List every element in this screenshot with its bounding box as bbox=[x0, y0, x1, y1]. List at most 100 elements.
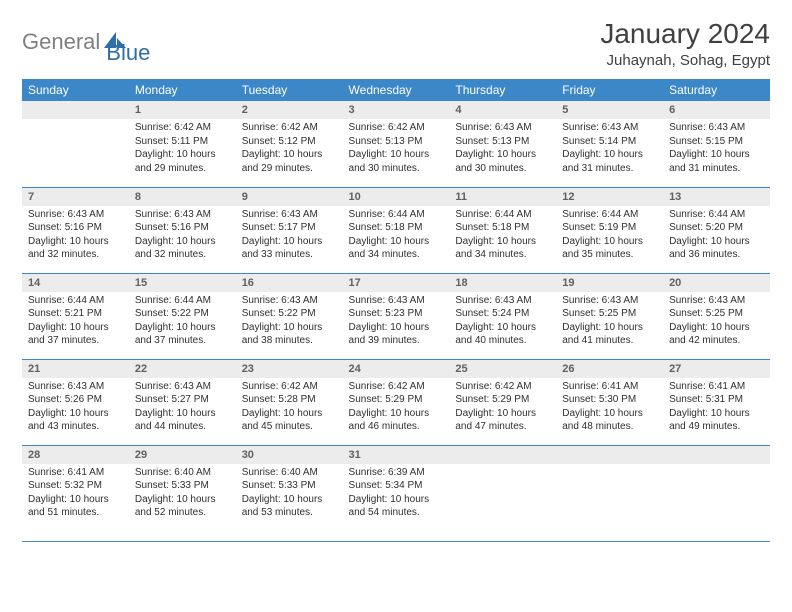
day-number: 9 bbox=[236, 188, 343, 206]
day-number: 23 bbox=[236, 360, 343, 378]
day-number bbox=[556, 446, 663, 464]
day-number: 21 bbox=[22, 360, 129, 378]
day-number: 12 bbox=[556, 188, 663, 206]
calendar-day-cell: 15Sunrise: 6:44 AMSunset: 5:22 PMDayligh… bbox=[129, 273, 236, 359]
day-number: 24 bbox=[343, 360, 450, 378]
calendar-day-cell: 21Sunrise: 6:43 AMSunset: 5:26 PMDayligh… bbox=[22, 359, 129, 445]
day-number: 11 bbox=[449, 188, 556, 206]
calendar-day-cell: 11Sunrise: 6:44 AMSunset: 5:18 PMDayligh… bbox=[449, 187, 556, 273]
calendar-day-cell: 19Sunrise: 6:43 AMSunset: 5:25 PMDayligh… bbox=[556, 273, 663, 359]
calendar-day-cell: 27Sunrise: 6:41 AMSunset: 5:31 PMDayligh… bbox=[663, 359, 770, 445]
day-number: 31 bbox=[343, 446, 450, 464]
day-info: Sunrise: 6:39 AMSunset: 5:34 PMDaylight:… bbox=[343, 464, 450, 524]
weekday-header: Thursday bbox=[449, 79, 556, 101]
day-number: 29 bbox=[129, 446, 236, 464]
day-info: Sunrise: 6:44 AMSunset: 5:20 PMDaylight:… bbox=[663, 206, 770, 266]
calendar-day-cell: 9Sunrise: 6:43 AMSunset: 5:17 PMDaylight… bbox=[236, 187, 343, 273]
calendar-day-cell: 16Sunrise: 6:43 AMSunset: 5:22 PMDayligh… bbox=[236, 273, 343, 359]
calendar-table: Sunday Monday Tuesday Wednesday Thursday… bbox=[22, 79, 770, 542]
day-number: 7 bbox=[22, 188, 129, 206]
day-info: Sunrise: 6:44 AMSunset: 5:18 PMDaylight:… bbox=[449, 206, 556, 266]
weekday-header: Wednesday bbox=[343, 79, 450, 101]
calendar-day-cell: 8Sunrise: 6:43 AMSunset: 5:16 PMDaylight… bbox=[129, 187, 236, 273]
calendar-week-row: 21Sunrise: 6:43 AMSunset: 5:26 PMDayligh… bbox=[22, 359, 770, 445]
month-title: January 2024 bbox=[600, 18, 770, 50]
day-info: Sunrise: 6:43 AMSunset: 5:24 PMDaylight:… bbox=[449, 292, 556, 352]
calendar-day-cell: 23Sunrise: 6:42 AMSunset: 5:28 PMDayligh… bbox=[236, 359, 343, 445]
day-number: 20 bbox=[663, 274, 770, 292]
weekday-header: Saturday bbox=[663, 79, 770, 101]
calendar-day-cell: 2Sunrise: 6:42 AMSunset: 5:12 PMDaylight… bbox=[236, 101, 343, 187]
calendar-day-cell bbox=[663, 445, 770, 541]
day-number: 22 bbox=[129, 360, 236, 378]
day-number: 1 bbox=[129, 101, 236, 119]
day-info: Sunrise: 6:43 AMSunset: 5:27 PMDaylight:… bbox=[129, 378, 236, 438]
day-info: Sunrise: 6:43 AMSunset: 5:25 PMDaylight:… bbox=[556, 292, 663, 352]
day-info: Sunrise: 6:42 AMSunset: 5:12 PMDaylight:… bbox=[236, 119, 343, 179]
day-info: Sunrise: 6:42 AMSunset: 5:28 PMDaylight:… bbox=[236, 378, 343, 438]
day-number: 15 bbox=[129, 274, 236, 292]
calendar-week-row: 28Sunrise: 6:41 AMSunset: 5:32 PMDayligh… bbox=[22, 445, 770, 541]
day-number: 14 bbox=[22, 274, 129, 292]
day-number: 26 bbox=[556, 360, 663, 378]
day-info: Sunrise: 6:43 AMSunset: 5:13 PMDaylight:… bbox=[449, 119, 556, 179]
day-number: 28 bbox=[22, 446, 129, 464]
calendar-day-cell: 14Sunrise: 6:44 AMSunset: 5:21 PMDayligh… bbox=[22, 273, 129, 359]
brand-logo: General Blue bbox=[22, 18, 150, 66]
day-info: Sunrise: 6:43 AMSunset: 5:17 PMDaylight:… bbox=[236, 206, 343, 266]
day-info: Sunrise: 6:43 AMSunset: 5:15 PMDaylight:… bbox=[663, 119, 770, 179]
page-header: General Blue January 2024 Juhaynah, Soha… bbox=[22, 18, 770, 69]
day-number: 2 bbox=[236, 101, 343, 119]
day-info: Sunrise: 6:44 AMSunset: 5:19 PMDaylight:… bbox=[556, 206, 663, 266]
day-info bbox=[449, 464, 556, 470]
calendar-day-cell: 13Sunrise: 6:44 AMSunset: 5:20 PMDayligh… bbox=[663, 187, 770, 273]
day-info: Sunrise: 6:43 AMSunset: 5:22 PMDaylight:… bbox=[236, 292, 343, 352]
day-info bbox=[22, 119, 129, 125]
calendar-day-cell: 25Sunrise: 6:42 AMSunset: 5:29 PMDayligh… bbox=[449, 359, 556, 445]
day-info: Sunrise: 6:44 AMSunset: 5:18 PMDaylight:… bbox=[343, 206, 450, 266]
day-number bbox=[663, 446, 770, 464]
calendar-week-row: 14Sunrise: 6:44 AMSunset: 5:21 PMDayligh… bbox=[22, 273, 770, 359]
day-info: Sunrise: 6:41 AMSunset: 5:30 PMDaylight:… bbox=[556, 378, 663, 438]
weekday-header: Friday bbox=[556, 79, 663, 101]
day-number: 17 bbox=[343, 274, 450, 292]
weekday-header-row: Sunday Monday Tuesday Wednesday Thursday… bbox=[22, 79, 770, 101]
day-number: 3 bbox=[343, 101, 450, 119]
calendar-day-cell: 12Sunrise: 6:44 AMSunset: 5:19 PMDayligh… bbox=[556, 187, 663, 273]
calendar-day-cell: 26Sunrise: 6:41 AMSunset: 5:30 PMDayligh… bbox=[556, 359, 663, 445]
calendar-day-cell: 3Sunrise: 6:42 AMSunset: 5:13 PMDaylight… bbox=[343, 101, 450, 187]
calendar-day-cell: 10Sunrise: 6:44 AMSunset: 5:18 PMDayligh… bbox=[343, 187, 450, 273]
day-number: 5 bbox=[556, 101, 663, 119]
weekday-header: Monday bbox=[129, 79, 236, 101]
day-number: 30 bbox=[236, 446, 343, 464]
day-info: Sunrise: 6:42 AMSunset: 5:29 PMDaylight:… bbox=[343, 378, 450, 438]
calendar-day-cell: 4Sunrise: 6:43 AMSunset: 5:13 PMDaylight… bbox=[449, 101, 556, 187]
day-info: Sunrise: 6:41 AMSunset: 5:32 PMDaylight:… bbox=[22, 464, 129, 524]
calendar-day-cell: 5Sunrise: 6:43 AMSunset: 5:14 PMDaylight… bbox=[556, 101, 663, 187]
day-info: Sunrise: 6:40 AMSunset: 5:33 PMDaylight:… bbox=[129, 464, 236, 524]
day-info bbox=[556, 464, 663, 470]
day-number: 13 bbox=[663, 188, 770, 206]
calendar-day-cell bbox=[556, 445, 663, 541]
day-number: 16 bbox=[236, 274, 343, 292]
weekday-header: Tuesday bbox=[236, 79, 343, 101]
weekday-header: Sunday bbox=[22, 79, 129, 101]
calendar-day-cell: 1Sunrise: 6:42 AMSunset: 5:11 PMDaylight… bbox=[129, 101, 236, 187]
day-number: 8 bbox=[129, 188, 236, 206]
day-info: Sunrise: 6:43 AMSunset: 5:25 PMDaylight:… bbox=[663, 292, 770, 352]
day-number: 18 bbox=[449, 274, 556, 292]
day-number: 4 bbox=[449, 101, 556, 119]
day-info: Sunrise: 6:43 AMSunset: 5:16 PMDaylight:… bbox=[22, 206, 129, 266]
day-number bbox=[22, 101, 129, 119]
day-info: Sunrise: 6:40 AMSunset: 5:33 PMDaylight:… bbox=[236, 464, 343, 524]
brand-text-blue: Blue bbox=[106, 40, 150, 65]
day-info: Sunrise: 6:44 AMSunset: 5:22 PMDaylight:… bbox=[129, 292, 236, 352]
day-number bbox=[449, 446, 556, 464]
calendar-day-cell: 6Sunrise: 6:43 AMSunset: 5:15 PMDaylight… bbox=[663, 101, 770, 187]
brand-text-gray: General bbox=[22, 29, 100, 55]
calendar-day-cell: 20Sunrise: 6:43 AMSunset: 5:25 PMDayligh… bbox=[663, 273, 770, 359]
calendar-day-cell: 28Sunrise: 6:41 AMSunset: 5:32 PMDayligh… bbox=[22, 445, 129, 541]
day-info bbox=[663, 464, 770, 470]
day-info: Sunrise: 6:43 AMSunset: 5:16 PMDaylight:… bbox=[129, 206, 236, 266]
day-number: 25 bbox=[449, 360, 556, 378]
